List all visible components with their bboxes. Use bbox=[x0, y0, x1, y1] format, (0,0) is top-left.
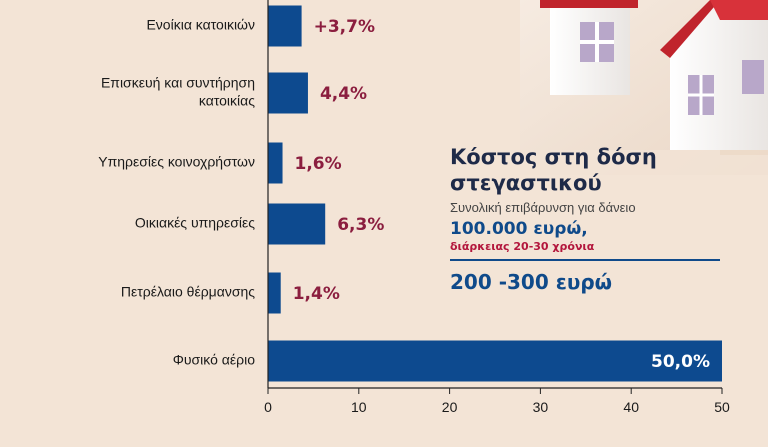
bar bbox=[268, 272, 281, 314]
value-label: +3,7% bbox=[314, 17, 375, 37]
category-label: Ενοίκια κατοικιών bbox=[146, 17, 255, 33]
category-label: Οικιακές υπηρεσίες bbox=[135, 215, 255, 231]
category-label: Επισκευή και συντήρηση bbox=[101, 75, 255, 91]
x-tick-label: 30 bbox=[533, 399, 549, 415]
info-title-line1: Κόστος στη δόση bbox=[450, 145, 657, 169]
info-cost-range: 200 -300 ευρώ bbox=[450, 270, 613, 294]
category-label: Υπηρεσίες κοινοχρήστων bbox=[98, 154, 255, 170]
loan-cost-info-box: Κόστος στη δόση στεγαστικού Συνολική επι… bbox=[450, 144, 720, 294]
value-label: 50,0% bbox=[651, 352, 710, 372]
x-tick-label: 10 bbox=[351, 399, 367, 415]
bar bbox=[268, 203, 326, 245]
info-divider bbox=[450, 259, 720, 261]
value-label: 1,4% bbox=[293, 284, 340, 304]
bar bbox=[268, 340, 722, 382]
category-label: κατοικίας bbox=[199, 93, 255, 109]
x-tick-label: 20 bbox=[442, 399, 458, 415]
info-title-line2: στεγαστικού bbox=[450, 171, 602, 195]
category-label: Φυσικό αέριο bbox=[173, 352, 255, 368]
info-loan-amount: 100.000 ευρώ, bbox=[450, 219, 588, 239]
info-subtitle: Συνολική επιβάρυνση για δάνειο bbox=[450, 200, 636, 215]
bar bbox=[268, 142, 283, 184]
x-tick-label: 0 bbox=[264, 399, 272, 415]
bar bbox=[268, 5, 302, 47]
bar bbox=[268, 72, 308, 114]
house-icon bbox=[520, 0, 768, 175]
value-label: 1,6% bbox=[295, 154, 342, 174]
category-label: Πετρέλαιο θέρμανσης bbox=[121, 284, 255, 300]
value-label: 4,4% bbox=[320, 84, 367, 104]
house-illustration bbox=[520, 0, 768, 175]
value-label: 6,3% bbox=[337, 215, 384, 235]
x-tick-label: 50 bbox=[714, 399, 730, 415]
info-loan-duration: διάρκειας 20-30 χρόνια bbox=[450, 240, 595, 253]
x-tick-label: 40 bbox=[623, 399, 639, 415]
